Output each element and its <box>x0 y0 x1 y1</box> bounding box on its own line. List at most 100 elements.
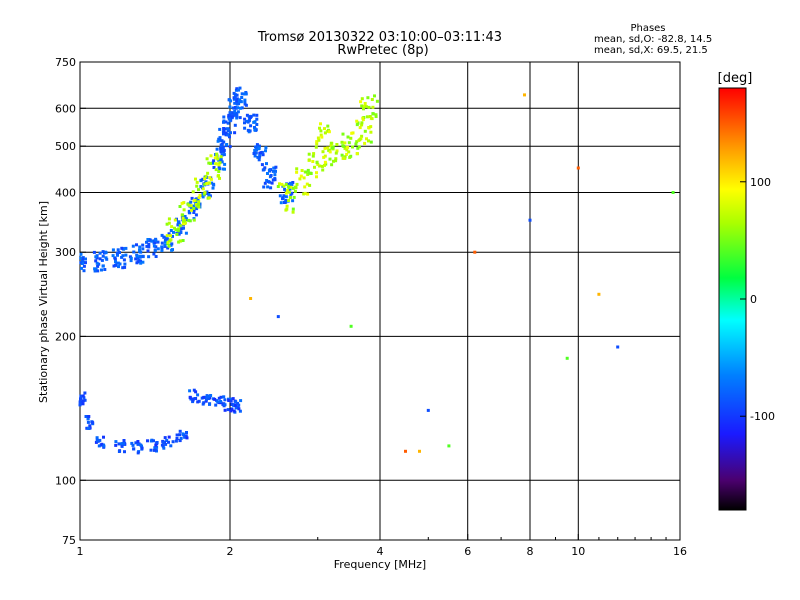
data-point <box>316 136 320 140</box>
data-point <box>83 398 87 402</box>
data-point <box>81 257 85 261</box>
data-point <box>234 400 238 404</box>
data-point <box>192 208 196 212</box>
data-point <box>88 424 92 428</box>
data-point <box>252 120 256 124</box>
data-point <box>233 131 237 135</box>
data-point <box>260 163 264 167</box>
data-point <box>218 161 222 165</box>
data-point <box>473 250 477 254</box>
data-point <box>235 99 239 103</box>
data-point <box>116 261 120 265</box>
data-point <box>294 186 298 190</box>
data-point <box>334 151 338 155</box>
data-point <box>238 116 242 120</box>
data-point <box>230 111 234 115</box>
data-point <box>104 250 108 254</box>
data-point <box>122 439 126 442</box>
data-point <box>147 242 151 246</box>
y-axis-label: Stationary phase Virtual Height [km] <box>37 201 50 403</box>
data-point <box>232 97 236 101</box>
data-point <box>181 213 185 217</box>
data-point <box>167 221 171 225</box>
data-point <box>113 257 117 261</box>
data-point <box>203 182 207 186</box>
data-point <box>83 391 87 395</box>
data-point <box>131 244 135 248</box>
data-point <box>295 182 299 186</box>
data-point <box>182 222 185 226</box>
data-point <box>351 145 354 149</box>
data-point <box>343 141 347 145</box>
series-1 <box>165 94 379 248</box>
data-point <box>367 126 371 130</box>
data-point <box>141 243 145 247</box>
grid-layer <box>80 62 680 540</box>
series-3 <box>249 93 675 453</box>
data-point <box>323 131 327 135</box>
data-point <box>165 237 169 241</box>
data-point <box>285 189 289 192</box>
data-point <box>283 187 287 191</box>
data-point <box>166 246 170 250</box>
data-point <box>236 110 240 114</box>
data-point <box>170 225 174 229</box>
data-point <box>348 155 352 159</box>
data-point <box>218 176 221 180</box>
data-point <box>136 256 140 260</box>
data-point <box>343 146 347 150</box>
data-point <box>369 125 373 129</box>
data-point <box>80 266 83 270</box>
data-point <box>165 439 169 442</box>
data-point <box>328 157 332 161</box>
data-point <box>291 199 295 203</box>
data-point <box>355 119 359 123</box>
data-point <box>321 168 325 172</box>
data-point <box>153 249 157 253</box>
data-point <box>95 436 99 440</box>
data-point <box>240 96 244 99</box>
data-point <box>238 86 242 90</box>
data-point <box>261 168 265 172</box>
data-point <box>306 192 310 196</box>
data-point <box>181 216 185 220</box>
data-point <box>418 449 421 453</box>
data-point <box>162 440 166 444</box>
data-point <box>165 234 169 238</box>
data-point <box>195 180 199 184</box>
data-point <box>79 256 83 260</box>
data-point <box>359 100 363 104</box>
data-point <box>152 439 155 443</box>
data-point <box>426 408 430 412</box>
data-point <box>342 144 346 148</box>
data-point <box>229 397 232 401</box>
data-point <box>81 394 85 398</box>
data-point <box>267 168 271 172</box>
data-point <box>182 201 186 205</box>
data-point <box>224 127 227 131</box>
data-point <box>361 116 365 120</box>
data-point <box>215 162 219 166</box>
data-point <box>307 171 311 175</box>
data-point <box>230 403 234 406</box>
data-point <box>323 127 326 131</box>
data-point <box>320 135 324 139</box>
data-point <box>131 443 135 447</box>
data-point <box>311 154 315 158</box>
data-point <box>170 242 174 246</box>
data-point <box>224 131 228 135</box>
data-point <box>222 129 226 133</box>
data-point <box>187 203 191 207</box>
data-point <box>147 245 151 249</box>
data-point <box>223 398 227 402</box>
data-point <box>145 240 148 244</box>
data-point <box>188 219 192 223</box>
data-point <box>269 174 273 177</box>
data-point <box>103 268 107 271</box>
data-point <box>141 247 145 251</box>
data-point <box>194 177 197 181</box>
x-tick-label: 16 <box>673 545 687 558</box>
data-point <box>284 191 288 195</box>
data-point <box>154 448 158 452</box>
data-point <box>349 136 353 140</box>
